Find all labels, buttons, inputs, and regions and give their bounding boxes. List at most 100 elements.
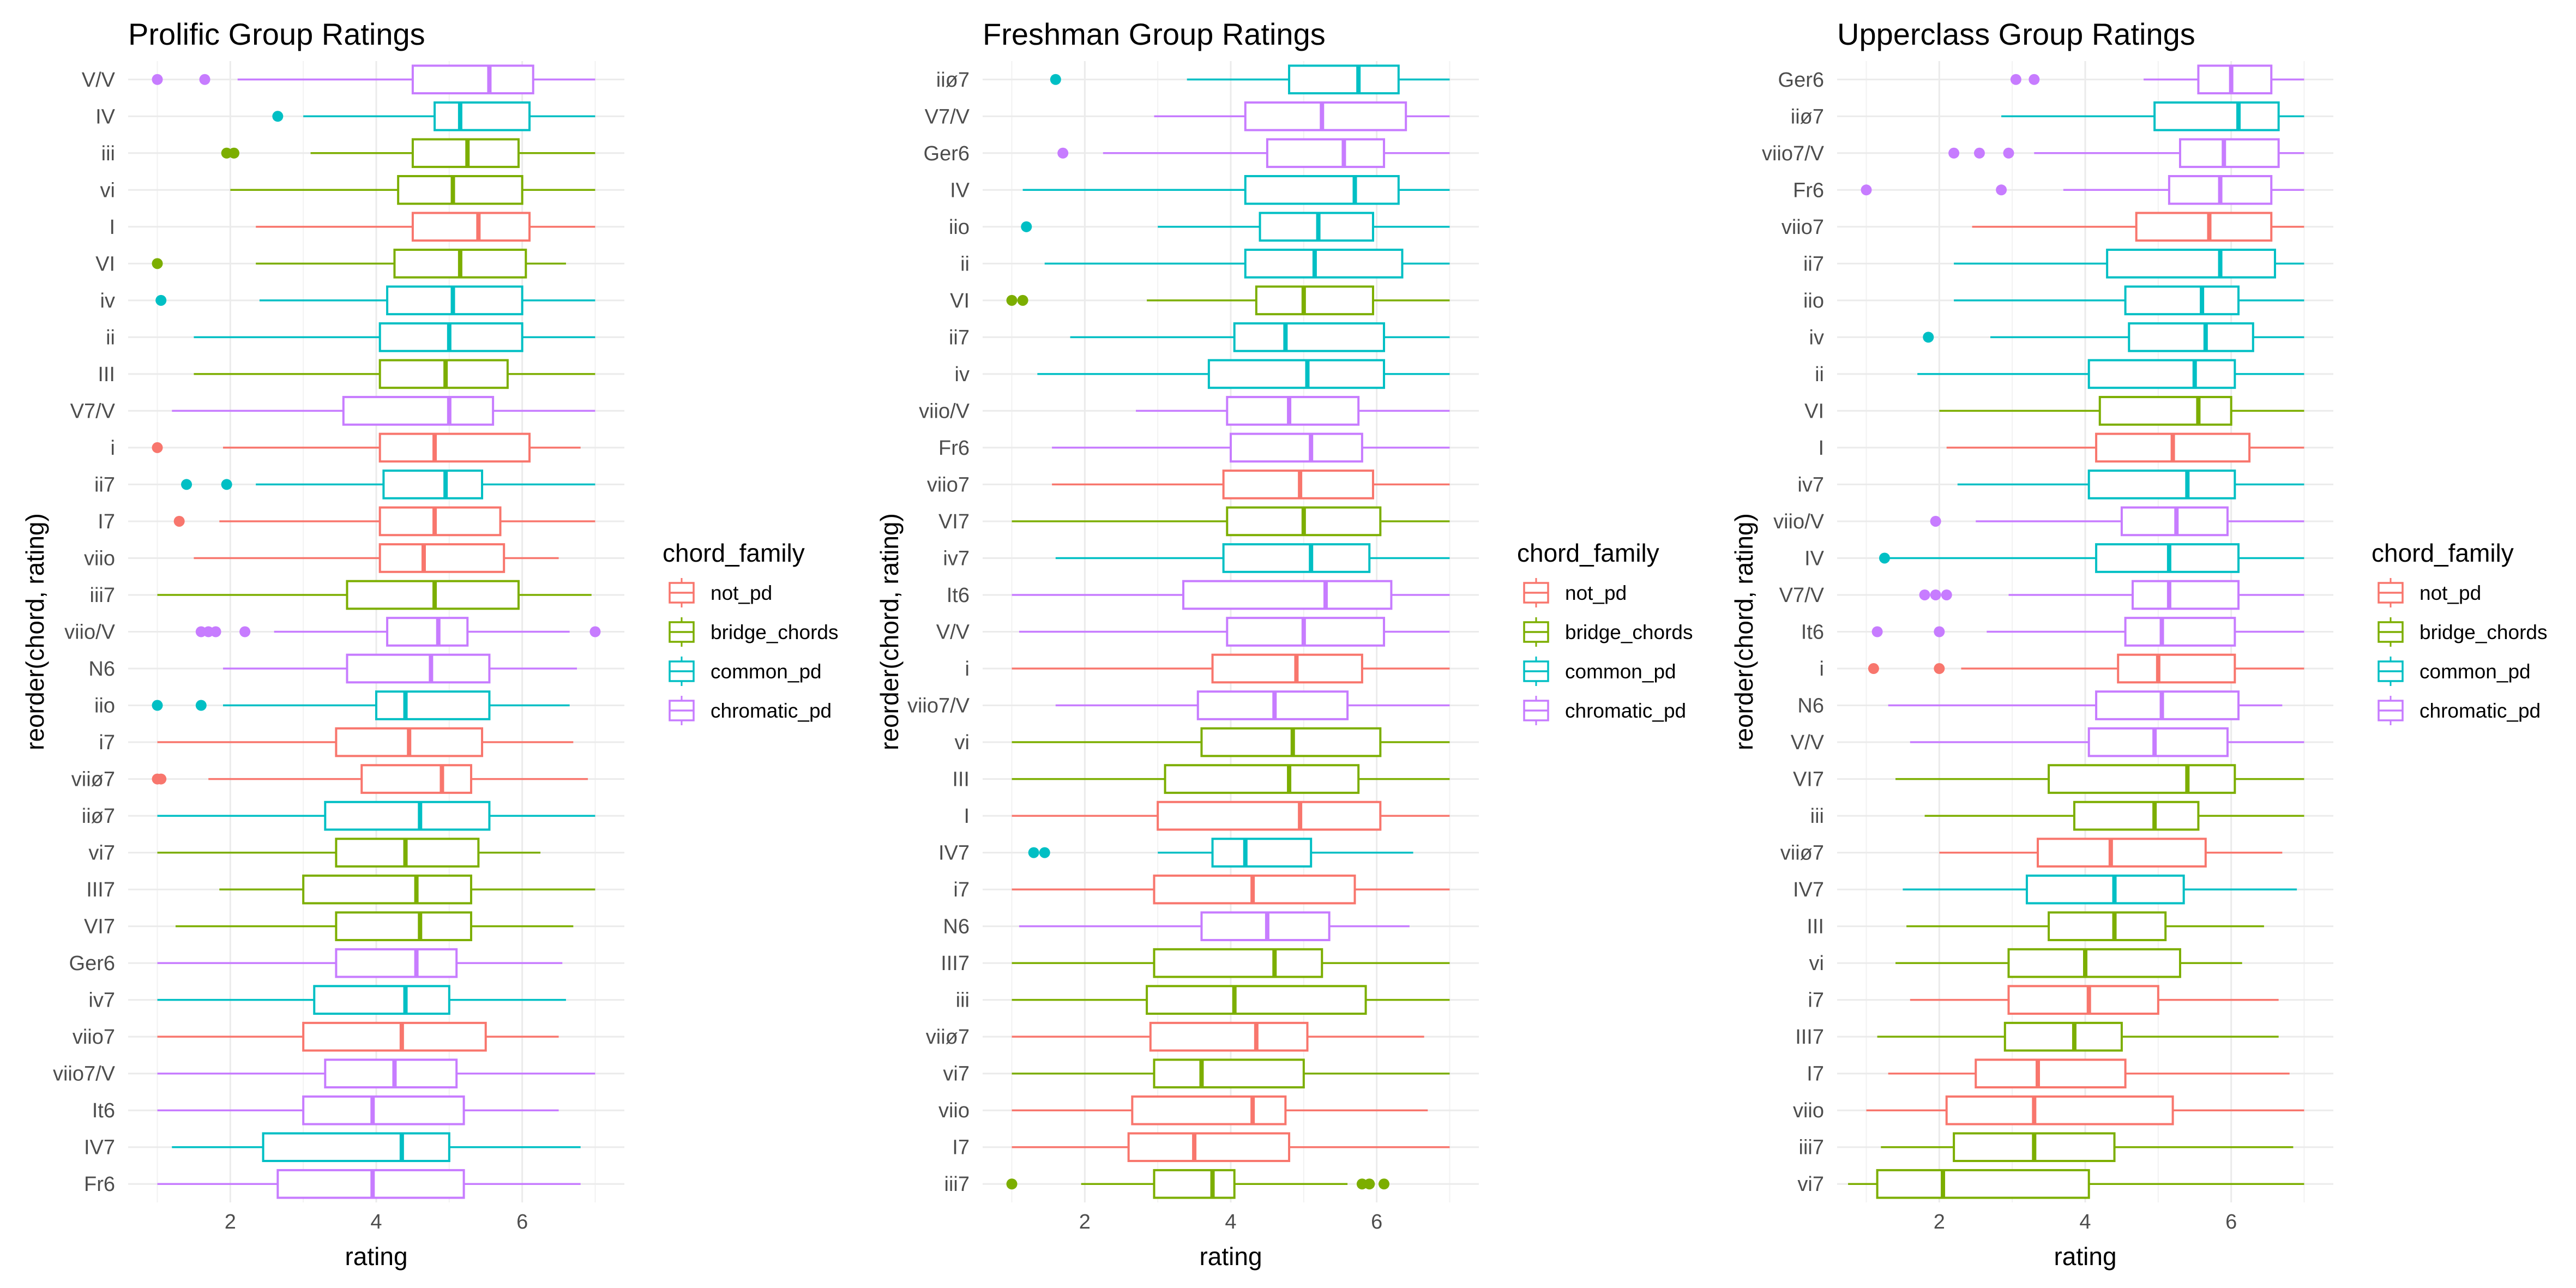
box	[411, 212, 531, 242]
box	[1164, 764, 1360, 794]
boxplot-iiø7	[157, 801, 595, 831]
y-tick-label: V7/V	[1779, 584, 1825, 607]
box	[1244, 174, 1400, 205]
y-tick-label: Fr6	[938, 437, 970, 460]
boxplot-viio/V	[1930, 506, 2304, 537]
box	[2131, 580, 2240, 610]
box	[1226, 396, 1360, 426]
y-tick-label: III7	[941, 952, 970, 975]
boxplot-vi	[1012, 727, 1450, 757]
y-tick-label: i7	[1808, 989, 1824, 1012]
boxplot-VI7	[1895, 764, 2304, 794]
y-tick-label: V7/V	[925, 105, 970, 128]
legend-title: chord_family	[663, 539, 805, 567]
box	[1975, 1058, 2127, 1089]
legend-title: chord_family	[2372, 539, 2514, 567]
legend-item-chromatic_pd: chromatic_pd	[1523, 696, 1686, 725]
boxplot-N6	[1019, 911, 1410, 941]
y-tick-label: i	[1820, 658, 1824, 681]
outlier-point	[1017, 294, 1028, 306]
boxplot-viio7	[1052, 470, 1450, 499]
boxplot-IV7	[1903, 874, 2297, 905]
panel-3-x-tick-labels: 2 4 6	[1934, 1211, 2237, 1233]
boxplot-I	[1946, 432, 2304, 463]
y-tick-label: It6	[1801, 621, 1824, 644]
y-tick-label: N6	[943, 916, 970, 938]
box	[302, 874, 472, 905]
x-tick-label: 4	[1225, 1211, 1236, 1233]
outlier-point	[1934, 663, 1945, 675]
outlier-point	[221, 479, 232, 490]
box	[1211, 653, 1363, 684]
y-tick-label: iio	[1803, 290, 1824, 312]
y-tick-label: IV7	[1793, 878, 1824, 901]
outlier-point	[1006, 294, 1018, 306]
outlier-point	[181, 479, 192, 490]
outlier-point	[1039, 847, 1050, 858]
outlier-point	[1930, 515, 1941, 527]
boxplot-VI	[1006, 285, 1450, 316]
box	[1149, 1021, 1309, 1052]
y-tick-label: viio	[84, 547, 115, 570]
y-tick-label: iii	[956, 989, 970, 1012]
outlier-point	[1934, 626, 1945, 637]
box	[1233, 322, 1386, 352]
box	[2124, 617, 2236, 647]
boxplot-i	[1012, 653, 1450, 684]
outlier-point	[1930, 589, 1941, 600]
y-tick-label: i	[965, 658, 970, 681]
y-tick-label: iv7	[1797, 473, 1824, 496]
chart-title: Upperclass Group Ratings	[1837, 17, 2195, 51]
y-tick-label: ii	[1815, 363, 1824, 386]
boxplot-viio	[194, 543, 559, 573]
box	[324, 1058, 458, 1089]
box	[1230, 432, 1363, 463]
outlier-point	[1919, 589, 1930, 600]
boxplot-V/V	[1910, 727, 2304, 757]
boxplot-vi7	[1848, 1169, 2304, 1199]
boxplot-VI	[152, 249, 566, 279]
y-tick-label: IV7	[938, 842, 970, 865]
x-tick-label: 4	[2079, 1211, 2091, 1233]
box	[1945, 1095, 2174, 1126]
y-tick-label: IV	[1804, 547, 1825, 570]
boxplot-It6	[1871, 617, 2304, 647]
y-tick-label: I7	[1807, 1063, 1824, 1086]
box	[1131, 1095, 1287, 1126]
boxplot-viio7	[1972, 212, 2304, 242]
boxplot-viio7	[157, 1021, 559, 1052]
boxplot-iio	[1954, 285, 2304, 316]
y-tick-label: iv	[1809, 326, 1824, 349]
box	[411, 64, 534, 95]
outlier-point	[1879, 552, 1890, 564]
y-tick-label: Fr6	[84, 1173, 115, 1196]
y-tick-label: ii7	[1803, 252, 1824, 275]
boxplot-Ger6	[2010, 64, 2304, 95]
boxplot-ii7	[1070, 322, 1450, 352]
y-tick-label: iio	[949, 216, 970, 239]
box	[2153, 101, 2280, 131]
box	[378, 432, 531, 463]
y-tick-label: viiø7	[926, 1026, 970, 1049]
boxplot-iv	[155, 285, 595, 316]
y-tick-label: iv7	[943, 547, 970, 570]
outlier-point	[272, 111, 284, 122]
box	[1127, 1132, 1291, 1163]
y-tick-label: vi7	[1797, 1173, 1824, 1196]
boxplot-viio	[1866, 1095, 2304, 1126]
y-tick-label: vi7	[88, 842, 115, 865]
boxplot-i7	[1910, 985, 2279, 1015]
outlier-point	[1871, 626, 1883, 637]
box	[1288, 64, 1400, 95]
outlier-point	[195, 700, 207, 711]
legend-label: common_pd	[711, 660, 822, 683]
y-tick-label: viio7/V	[1762, 142, 1825, 165]
box	[2025, 874, 2185, 905]
y-tick-label: vi	[1809, 952, 1824, 975]
x-tick-label: 2	[225, 1211, 236, 1233]
box	[360, 764, 472, 794]
box	[434, 101, 531, 131]
y-tick-label: iii7	[1799, 1136, 1824, 1159]
box	[2003, 1021, 2123, 1052]
